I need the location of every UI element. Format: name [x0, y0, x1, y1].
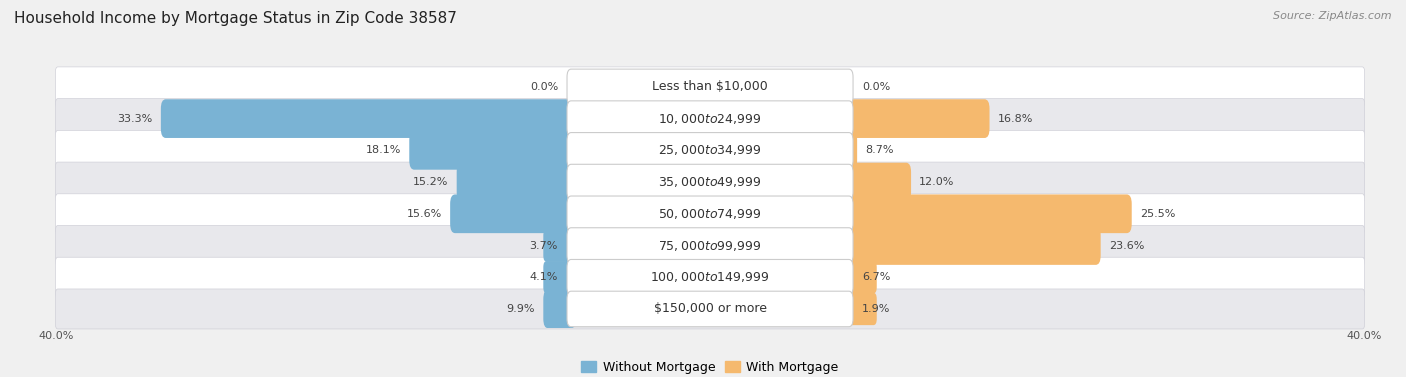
Text: $150,000 or more: $150,000 or more: [654, 302, 766, 316]
FancyBboxPatch shape: [567, 228, 853, 263]
Text: $10,000 to $24,999: $10,000 to $24,999: [658, 112, 762, 126]
FancyBboxPatch shape: [55, 289, 1365, 329]
FancyBboxPatch shape: [55, 257, 1365, 297]
FancyBboxPatch shape: [160, 99, 576, 138]
FancyBboxPatch shape: [450, 195, 576, 233]
Text: 8.7%: 8.7%: [865, 146, 894, 155]
Text: 6.7%: 6.7%: [862, 272, 890, 282]
FancyBboxPatch shape: [55, 162, 1365, 202]
Text: Less than $10,000: Less than $10,000: [652, 80, 768, 93]
Text: 15.6%: 15.6%: [406, 209, 441, 219]
Text: 16.8%: 16.8%: [998, 113, 1033, 124]
FancyBboxPatch shape: [567, 101, 853, 136]
Text: 9.9%: 9.9%: [506, 304, 536, 314]
Text: $50,000 to $74,999: $50,000 to $74,999: [658, 207, 762, 221]
Text: $75,000 to $99,999: $75,000 to $99,999: [658, 239, 762, 253]
Text: 23.6%: 23.6%: [1109, 241, 1144, 250]
FancyBboxPatch shape: [55, 99, 1365, 139]
FancyBboxPatch shape: [543, 229, 575, 262]
Text: 33.3%: 33.3%: [118, 113, 153, 124]
FancyBboxPatch shape: [543, 290, 576, 328]
FancyBboxPatch shape: [844, 163, 911, 201]
FancyBboxPatch shape: [844, 131, 858, 170]
FancyBboxPatch shape: [567, 291, 853, 327]
Text: 25.5%: 25.5%: [1140, 209, 1175, 219]
Text: Household Income by Mortgage Status in Zip Code 38587: Household Income by Mortgage Status in Z…: [14, 11, 457, 26]
FancyBboxPatch shape: [567, 259, 853, 295]
Text: 4.1%: 4.1%: [530, 272, 558, 282]
FancyBboxPatch shape: [55, 67, 1365, 107]
FancyBboxPatch shape: [55, 130, 1365, 170]
FancyBboxPatch shape: [845, 293, 877, 325]
FancyBboxPatch shape: [409, 131, 576, 170]
Text: 0.0%: 0.0%: [530, 82, 558, 92]
Text: 3.7%: 3.7%: [530, 241, 558, 250]
Text: 1.9%: 1.9%: [862, 304, 890, 314]
Text: Source: ZipAtlas.com: Source: ZipAtlas.com: [1274, 11, 1392, 21]
FancyBboxPatch shape: [567, 133, 853, 168]
FancyBboxPatch shape: [567, 69, 853, 105]
FancyBboxPatch shape: [844, 99, 990, 138]
Text: 18.1%: 18.1%: [366, 146, 401, 155]
Text: 12.0%: 12.0%: [920, 177, 955, 187]
Legend: Without Mortgage, With Mortgage: Without Mortgage, With Mortgage: [576, 356, 844, 377]
FancyBboxPatch shape: [55, 225, 1365, 265]
FancyBboxPatch shape: [844, 195, 1132, 233]
FancyBboxPatch shape: [55, 194, 1365, 234]
Text: $25,000 to $34,999: $25,000 to $34,999: [658, 143, 762, 157]
FancyBboxPatch shape: [567, 164, 853, 200]
FancyBboxPatch shape: [845, 261, 877, 293]
Text: $35,000 to $49,999: $35,000 to $49,999: [658, 175, 762, 189]
FancyBboxPatch shape: [543, 261, 575, 293]
Text: 0.0%: 0.0%: [862, 82, 890, 92]
FancyBboxPatch shape: [567, 196, 853, 231]
FancyBboxPatch shape: [457, 163, 576, 201]
FancyBboxPatch shape: [844, 226, 1101, 265]
Text: $100,000 to $149,999: $100,000 to $149,999: [651, 270, 769, 284]
Text: 15.2%: 15.2%: [413, 177, 449, 187]
